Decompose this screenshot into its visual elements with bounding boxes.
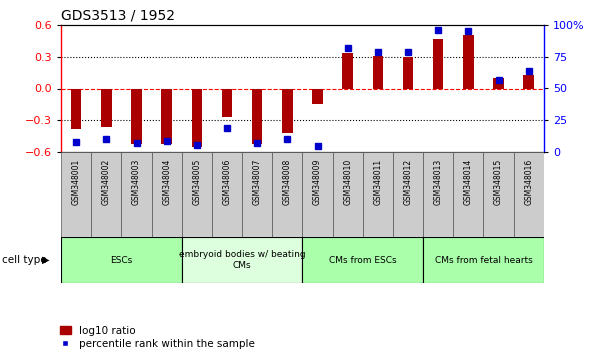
Bar: [131, 88, 142, 144]
Bar: [122, 152, 152, 237]
Bar: [192, 88, 202, 147]
Bar: [393, 152, 423, 237]
Bar: [91, 152, 122, 237]
Bar: [312, 88, 323, 104]
Text: GSM348001: GSM348001: [71, 159, 81, 205]
Bar: [514, 152, 544, 237]
Bar: [463, 35, 474, 88]
Text: CMs from ESCs: CMs from ESCs: [329, 256, 397, 265]
Text: GSM348004: GSM348004: [162, 159, 171, 205]
Text: CMs from fetal hearts: CMs from fetal hearts: [434, 256, 532, 265]
Text: GSM348009: GSM348009: [313, 159, 322, 205]
Bar: [282, 88, 293, 133]
Text: GSM348008: GSM348008: [283, 159, 292, 205]
Bar: [332, 152, 363, 237]
Text: cell type: cell type: [2, 255, 46, 265]
Text: GSM348003: GSM348003: [132, 159, 141, 205]
Bar: [483, 152, 514, 237]
Bar: [182, 152, 212, 237]
Bar: [433, 39, 444, 88]
Bar: [222, 88, 232, 117]
Bar: [453, 152, 483, 237]
Text: GSM348011: GSM348011: [373, 159, 382, 205]
Bar: [101, 88, 112, 127]
Text: embryoid bodies w/ beating
CMs: embryoid bodies w/ beating CMs: [179, 251, 306, 270]
Bar: [493, 78, 504, 88]
Bar: [302, 237, 423, 283]
Bar: [302, 152, 332, 237]
Text: GSM348010: GSM348010: [343, 159, 352, 205]
Bar: [273, 152, 302, 237]
Bar: [182, 237, 302, 283]
Bar: [242, 152, 273, 237]
Text: GSM348015: GSM348015: [494, 159, 503, 205]
Bar: [342, 53, 353, 88]
Bar: [423, 237, 544, 283]
Text: GSM348013: GSM348013: [434, 159, 443, 205]
Text: GSM348012: GSM348012: [403, 159, 412, 205]
Text: GSM348014: GSM348014: [464, 159, 473, 205]
Text: GSM348006: GSM348006: [222, 159, 232, 205]
Bar: [212, 152, 242, 237]
Bar: [61, 152, 91, 237]
Bar: [71, 88, 81, 129]
Text: ▶: ▶: [42, 255, 49, 265]
Bar: [161, 88, 172, 144]
Text: GSM348016: GSM348016: [524, 159, 533, 205]
Bar: [61, 237, 182, 283]
Text: GSM348007: GSM348007: [253, 159, 262, 205]
Bar: [524, 75, 534, 88]
Bar: [152, 152, 182, 237]
Legend: log10 ratio, percentile rank within the sample: log10 ratio, percentile rank within the …: [60, 326, 255, 349]
Text: ESCs: ESCs: [111, 256, 133, 265]
Bar: [403, 57, 413, 88]
Text: GSM348002: GSM348002: [102, 159, 111, 205]
Text: GSM348005: GSM348005: [192, 159, 202, 205]
Bar: [373, 56, 383, 88]
Bar: [363, 152, 393, 237]
Bar: [423, 152, 453, 237]
Bar: [252, 88, 263, 144]
Text: GDS3513 / 1952: GDS3513 / 1952: [61, 8, 175, 22]
